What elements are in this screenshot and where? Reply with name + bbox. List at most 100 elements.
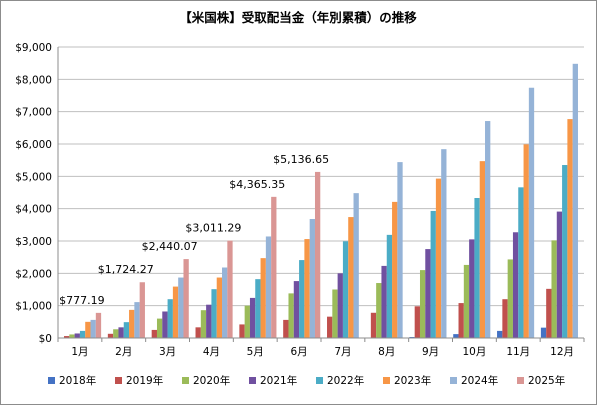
legend-swatch-2022年 <box>316 377 323 384</box>
bar-2019年-1月 <box>64 336 70 338</box>
x-tick-label: 3月 <box>159 346 176 358</box>
bar-2019年-10月 <box>458 303 464 338</box>
bar-2019年-7月 <box>327 316 333 338</box>
bar-2021年-8月 <box>381 265 387 338</box>
bar-2023年-12月 <box>567 119 573 338</box>
bar-2020年-4月 <box>200 310 207 338</box>
data-label-6月: $5,136.65 <box>273 153 329 166</box>
bar-2022年-8月 <box>386 234 393 338</box>
data-label-1月: $777.19 <box>59 294 105 307</box>
bar-2020年-9月 <box>419 270 426 338</box>
x-tick-label: 10月 <box>462 346 486 358</box>
bar-2020年-12月 <box>551 240 557 338</box>
bar-2021年-7月 <box>337 273 343 338</box>
data-annotations: $777.19 $1,724.27 $2,440.07 $3,011.29 $4,365… <box>59 153 329 307</box>
bar-2025年-4月 <box>227 240 233 338</box>
bar-2018年-11月 <box>497 330 503 338</box>
bar-2020年-10月 <box>463 264 470 338</box>
x-tick-label: 9月 <box>422 346 439 358</box>
y-tick-label: $4,000 <box>15 204 52 216</box>
legend-swatch-2024年 <box>450 377 457 384</box>
bar-2021年-6月 <box>293 281 300 338</box>
x-tick-label: 6月 <box>290 346 307 358</box>
bar-2023年-10月 <box>479 161 486 338</box>
bar-2021年-4月 <box>206 304 212 338</box>
data-label-2月: $1,724.27 <box>98 263 154 276</box>
legend-swatch-2025年 <box>517 377 524 384</box>
bar-2025年-5月 <box>271 196 277 338</box>
bar-2020年-6月 <box>288 293 294 338</box>
bar-2024年-2月 <box>134 302 140 338</box>
bar-2022年-6月 <box>299 260 305 338</box>
legend-label-2024年: 2024年 <box>461 374 498 387</box>
bar-2019年-11月 <box>502 299 508 338</box>
legend-swatch-2023年 <box>383 377 390 384</box>
bar-2018年-10月 <box>453 334 459 338</box>
legend-label-2022年: 2022年 <box>327 374 364 387</box>
bar-2020年-2月 <box>113 329 119 338</box>
data-label-4月: $3,011.29 <box>185 222 241 235</box>
bar-2019年-3月 <box>151 329 157 338</box>
bar-2020年-8月 <box>376 283 382 338</box>
bar-2025年-2月 <box>139 282 145 338</box>
bar-2021年-3月 <box>162 311 168 338</box>
bar-2023年-1月 <box>85 321 91 338</box>
y-tick-label: $9,000 <box>15 42 52 54</box>
bar-2021年-2月 <box>118 327 124 338</box>
bar-2019年-8月 <box>370 312 377 338</box>
bar-2021年-12月 <box>556 211 563 338</box>
bar-2024年-5月 <box>265 236 272 338</box>
bar-2022年-10月 <box>474 198 480 338</box>
bar-2024年-11月 <box>528 87 535 339</box>
bar-2023年-5月 <box>260 258 266 338</box>
x-tick-label: 7月 <box>334 346 351 358</box>
bar-2022年-9月 <box>430 210 436 338</box>
bar-2023年-11月 <box>523 144 529 338</box>
bar-2022年-2月 <box>123 322 130 338</box>
bar-2023年-7月 <box>348 217 354 338</box>
x-tick-label: 2月 <box>115 346 132 358</box>
x-tick-label: 5月 <box>247 346 264 358</box>
bar-2023年-4月 <box>216 277 223 338</box>
bar-2024年-9月 <box>441 149 447 338</box>
bar-2019年-9月 <box>414 306 420 338</box>
x-tick-label: 12月 <box>550 346 574 358</box>
bar-2019年-12月 <box>546 288 552 338</box>
legend-label-2025年: 2025年 <box>528 374 565 387</box>
bar-2020年-5月 <box>244 305 250 338</box>
legend-label-2019年: 2019年 <box>126 374 163 387</box>
bar-2021年-11月 <box>512 232 519 338</box>
legend-label-2023年: 2023年 <box>394 374 431 387</box>
legend-swatch-2018年 <box>48 377 55 384</box>
bar-2022年-7月 <box>342 241 349 338</box>
y-tick-label: $3,000 <box>15 236 52 248</box>
bar-2019年-6月 <box>283 319 289 338</box>
y-tick-label: $1,000 <box>15 301 52 313</box>
legend-label-2018年: 2018年 <box>59 374 96 387</box>
bar-2023年-8月 <box>392 201 398 338</box>
x-axis-ticks: 1月 2月 3月 4月 5月 6月 7月 8月 9月 10月 11月 12月 <box>71 346 574 358</box>
bar-2024年-10月 <box>485 121 491 338</box>
bar-2025年-3月 <box>183 259 189 338</box>
bar-2022年-11月 <box>518 187 524 338</box>
y-tick-label: $0 <box>39 333 52 345</box>
chart-title: 【米国株】受取配当金（年別累積）の推移 <box>179 10 417 25</box>
bar-2025年-6月 <box>314 171 321 338</box>
legend-swatch-2021年 <box>249 377 256 384</box>
legend-label-2021年: 2021年 <box>260 374 297 387</box>
x-tick-label: 1月 <box>71 346 88 358</box>
bar-2021年-5月 <box>249 297 256 338</box>
bar-2024年-6月 <box>309 219 315 338</box>
x-tick-label: 4月 <box>203 346 220 358</box>
bar-2021年-1月 <box>74 333 80 338</box>
bar-2021年-9月 <box>425 249 431 338</box>
bar-2023年-9月 <box>435 178 442 338</box>
bar-2024年-12月 <box>572 63 578 339</box>
x-tick-label: 11月 <box>506 346 530 358</box>
data-label-5月: $4,365.35 <box>229 178 285 191</box>
bar-2021年-10月 <box>469 239 475 338</box>
bar-2022年-3月 <box>167 299 173 338</box>
bars <box>64 63 578 339</box>
